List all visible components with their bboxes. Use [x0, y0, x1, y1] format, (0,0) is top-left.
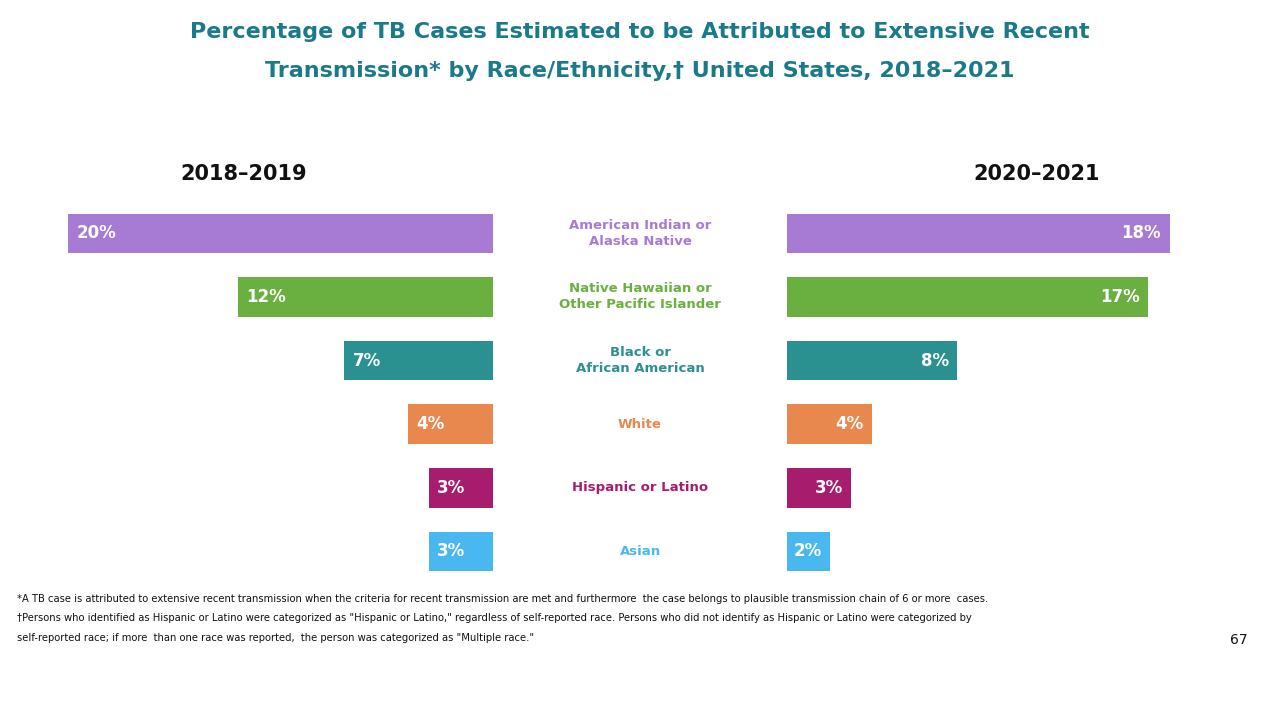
Text: Hispanic or Latino: Hispanic or Latino [572, 481, 708, 495]
Text: Percentage of TB Cases Estimated to be Attributed to Extensive Recent: Percentage of TB Cases Estimated to be A… [191, 22, 1089, 42]
Bar [429, 468, 493, 508]
Text: self-reported race; if more  than one race was reported,  the person was categor: self-reported race; if more than one rac… [17, 633, 534, 643]
Bar [344, 341, 493, 380]
Text: American Indian or
Alaska Native: American Indian or Alaska Native [568, 219, 712, 248]
Bar [407, 405, 493, 444]
Text: 17%: 17% [1100, 288, 1139, 306]
Text: White: White [618, 418, 662, 431]
Text: 12%: 12% [246, 288, 287, 306]
Bar [429, 531, 493, 571]
Text: 3%: 3% [438, 479, 466, 497]
Text: 4%: 4% [836, 415, 864, 433]
Text: 20%: 20% [77, 225, 116, 243]
Text: 2020–2021: 2020–2021 [974, 163, 1100, 184]
Text: Native Hawaiian or
Other Pacific Islander: Native Hawaiian or Other Pacific Islande… [559, 282, 721, 312]
Text: 3%: 3% [438, 542, 466, 560]
Text: †Persons who identified as Hispanic or Latino were categorized as "Hispanic or L: †Persons who identified as Hispanic or L… [17, 613, 972, 624]
Text: 8%: 8% [920, 351, 948, 369]
Bar [787, 277, 1148, 317]
Text: *A TB case is attributed to extensive recent transmission when the criteria for : *A TB case is attributed to extensive re… [17, 594, 988, 604]
Bar [787, 341, 957, 380]
Text: Asian: Asian [620, 545, 660, 558]
Text: 2018–2019: 2018–2019 [180, 163, 306, 184]
Text: 2%: 2% [794, 542, 822, 560]
Bar [787, 531, 829, 571]
Bar [238, 277, 493, 317]
Bar [787, 405, 873, 444]
Bar [787, 468, 851, 508]
Text: 67: 67 [1230, 633, 1248, 647]
Text: Transmission* by Race/Ethnicity,† United States, 2018–2021: Transmission* by Race/Ethnicity,† United… [265, 61, 1015, 81]
Text: 7%: 7% [352, 351, 380, 369]
Bar [68, 214, 493, 253]
Text: 4%: 4% [416, 415, 444, 433]
Text: 18%: 18% [1121, 225, 1161, 243]
Bar [787, 214, 1170, 253]
Text: Black or
African American: Black or African American [576, 346, 704, 375]
Text: 3%: 3% [814, 479, 842, 497]
